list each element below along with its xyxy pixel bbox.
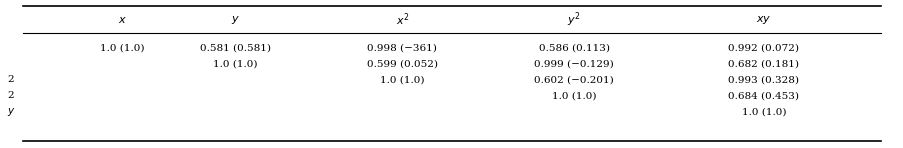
Text: 0.602 (−0.201): 0.602 (−0.201)	[534, 75, 613, 85]
Text: 0.999 (−0.129): 0.999 (−0.129)	[534, 59, 613, 69]
Text: 2: 2	[7, 91, 14, 100]
Text: $x^2$: $x^2$	[396, 12, 408, 28]
Text: 1.0 (1.0): 1.0 (1.0)	[740, 107, 786, 116]
Text: $xy$: $xy$	[755, 14, 771, 26]
Text: 1.0 (1.0): 1.0 (1.0)	[99, 44, 144, 53]
Text: 0.998 (−361): 0.998 (−361)	[367, 44, 437, 53]
Text: 0.586 (0.113): 0.586 (0.113)	[538, 44, 609, 53]
Text: $y$: $y$	[7, 106, 15, 118]
Text: 0.682 (0.181): 0.682 (0.181)	[728, 59, 798, 69]
Text: 0.581 (0.581): 0.581 (0.581)	[200, 44, 270, 53]
Text: 2: 2	[7, 75, 14, 85]
Text: 0.992 (0.072): 0.992 (0.072)	[728, 44, 798, 53]
Text: $y^2$: $y^2$	[567, 11, 580, 29]
Text: 0.684 (0.453): 0.684 (0.453)	[728, 91, 798, 100]
Text: 0.993 (0.328): 0.993 (0.328)	[728, 75, 798, 85]
Text: $y$: $y$	[230, 14, 239, 26]
Text: 0.599 (0.052): 0.599 (0.052)	[367, 59, 437, 69]
Text: $x$: $x$	[117, 15, 126, 25]
Text: 1.0 (1.0): 1.0 (1.0)	[379, 75, 424, 85]
Text: 1.0 (1.0): 1.0 (1.0)	[551, 91, 596, 100]
Text: 1.0 (1.0): 1.0 (1.0)	[212, 59, 257, 69]
